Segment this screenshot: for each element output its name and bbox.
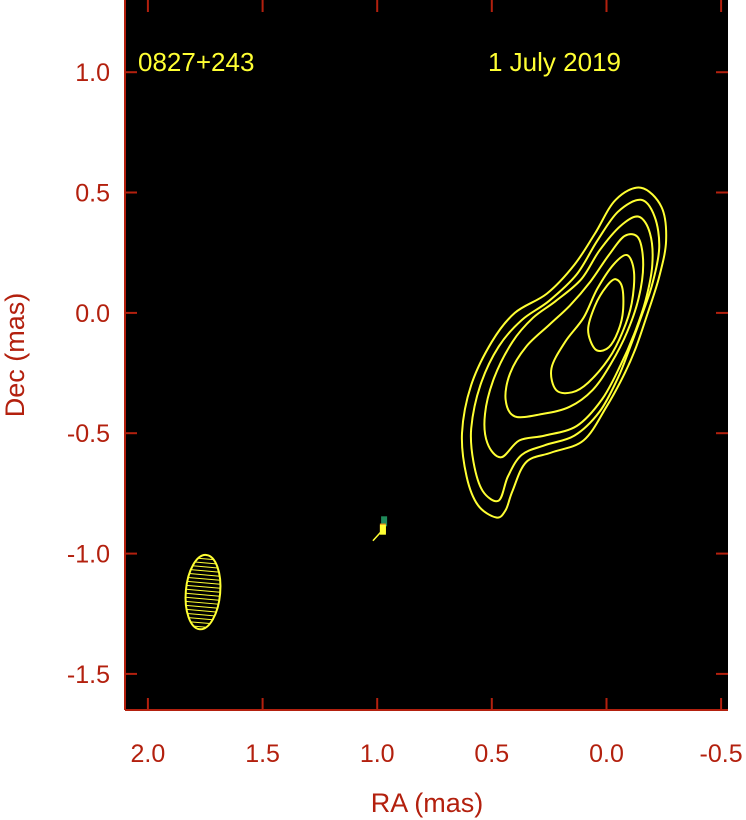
beam-hatch-line bbox=[186, 608, 217, 613]
x-axis-title: RA (mas) bbox=[371, 788, 484, 818]
y-axis-title: Dec (mas) bbox=[0, 293, 30, 418]
source-label: 0827+243 bbox=[138, 47, 254, 77]
beam-hatch-line bbox=[185, 604, 218, 609]
feature-layer bbox=[372, 516, 388, 542]
x-tick-label: 2.0 bbox=[131, 740, 166, 768]
beam-hatch-line bbox=[190, 621, 211, 625]
beam-hatch-line bbox=[185, 588, 221, 593]
beam-hatch-line bbox=[186, 584, 221, 589]
beam-ellipse-group bbox=[184, 553, 222, 631]
y-tick-label: 0.5 bbox=[75, 180, 110, 208]
date-label: 1 July 2019 bbox=[488, 47, 621, 77]
y-tick-label: -1.5 bbox=[67, 661, 110, 689]
y-tick-label: 1.0 bbox=[75, 59, 110, 87]
beam-hatch-line bbox=[185, 596, 220, 601]
contour-level-6 bbox=[587, 278, 625, 352]
tick-layer: 2.0 1.5 1.0 0.5 0.0 -0.5 1.0 0.5 0.0 -0.5 -1.0 -1.5 bbox=[67, 0, 743, 768]
beam-hatch-line bbox=[185, 592, 220, 597]
beam-hatch-line bbox=[193, 625, 207, 628]
beam-hatch-line bbox=[198, 557, 214, 561]
beam-hatch-line bbox=[187, 613, 215, 617]
feature-streak bbox=[372, 528, 385, 542]
x-tick-label: -0.5 bbox=[700, 740, 743, 768]
beam-ellipse bbox=[184, 553, 222, 631]
contour-level-5 bbox=[550, 253, 636, 395]
contour-level-3 bbox=[483, 215, 654, 459]
beam-hatch-line bbox=[192, 565, 218, 569]
x-tick-label: 1.5 bbox=[245, 740, 280, 768]
beam-layer bbox=[184, 553, 222, 631]
beam-hatch-line bbox=[188, 617, 213, 621]
y-tick-label: -0.5 bbox=[67, 420, 110, 448]
feature-mark-1 bbox=[381, 516, 388, 527]
x-tick-label: 0.0 bbox=[589, 740, 624, 768]
beam-hatch-line bbox=[188, 576, 221, 581]
beam-hatch-line bbox=[187, 580, 221, 585]
contour-level-4 bbox=[504, 233, 645, 419]
contour-layer bbox=[460, 186, 668, 519]
beam-hatch-line bbox=[185, 600, 219, 605]
y-tick-label: 0.0 bbox=[75, 300, 110, 328]
contour-level-2 bbox=[469, 198, 661, 503]
x-tick-label: 1.0 bbox=[360, 740, 395, 768]
beam-hatch-line bbox=[194, 561, 217, 565]
beam-hatch-line bbox=[190, 569, 219, 573]
beam-hatch-line bbox=[189, 573, 220, 577]
contour-level-1 bbox=[460, 186, 668, 519]
x-tick-label: 0.5 bbox=[474, 740, 509, 768]
y-tick-label: -1.0 bbox=[67, 541, 110, 569]
